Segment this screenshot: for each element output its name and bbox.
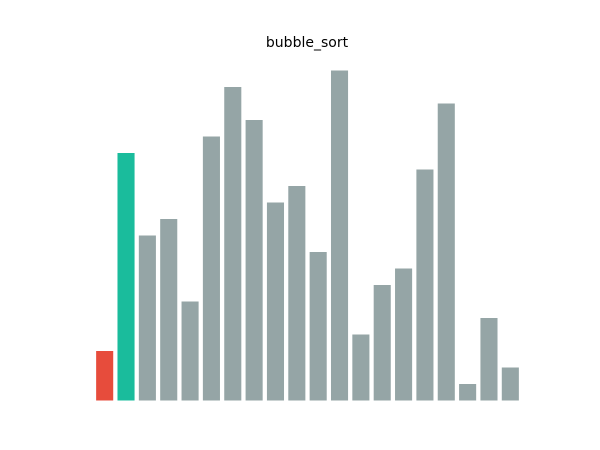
bar-16 bbox=[437, 103, 455, 401]
bar-1 bbox=[117, 153, 135, 401]
bars-group bbox=[96, 70, 519, 401]
bar-13 bbox=[373, 285, 391, 401]
bar-14 bbox=[395, 268, 413, 401]
bar-4 bbox=[181, 301, 199, 401]
bar-2 bbox=[138, 235, 156, 401]
bar-19 bbox=[501, 367, 519, 401]
bar-0 bbox=[96, 351, 114, 401]
bar-17 bbox=[459, 384, 477, 401]
bar-12 bbox=[352, 334, 370, 401]
bar-7 bbox=[245, 120, 263, 401]
bar-18 bbox=[480, 318, 498, 401]
chart-title: bubble_sort bbox=[266, 35, 349, 51]
bar-5 bbox=[202, 136, 220, 401]
bar-6 bbox=[224, 87, 242, 401]
bar-9 bbox=[288, 186, 306, 401]
bar-8 bbox=[266, 202, 285, 401]
bar-15 bbox=[416, 169, 434, 401]
bar-3 bbox=[160, 219, 178, 401]
bar-10 bbox=[309, 252, 327, 401]
bar-11 bbox=[330, 70, 349, 401]
